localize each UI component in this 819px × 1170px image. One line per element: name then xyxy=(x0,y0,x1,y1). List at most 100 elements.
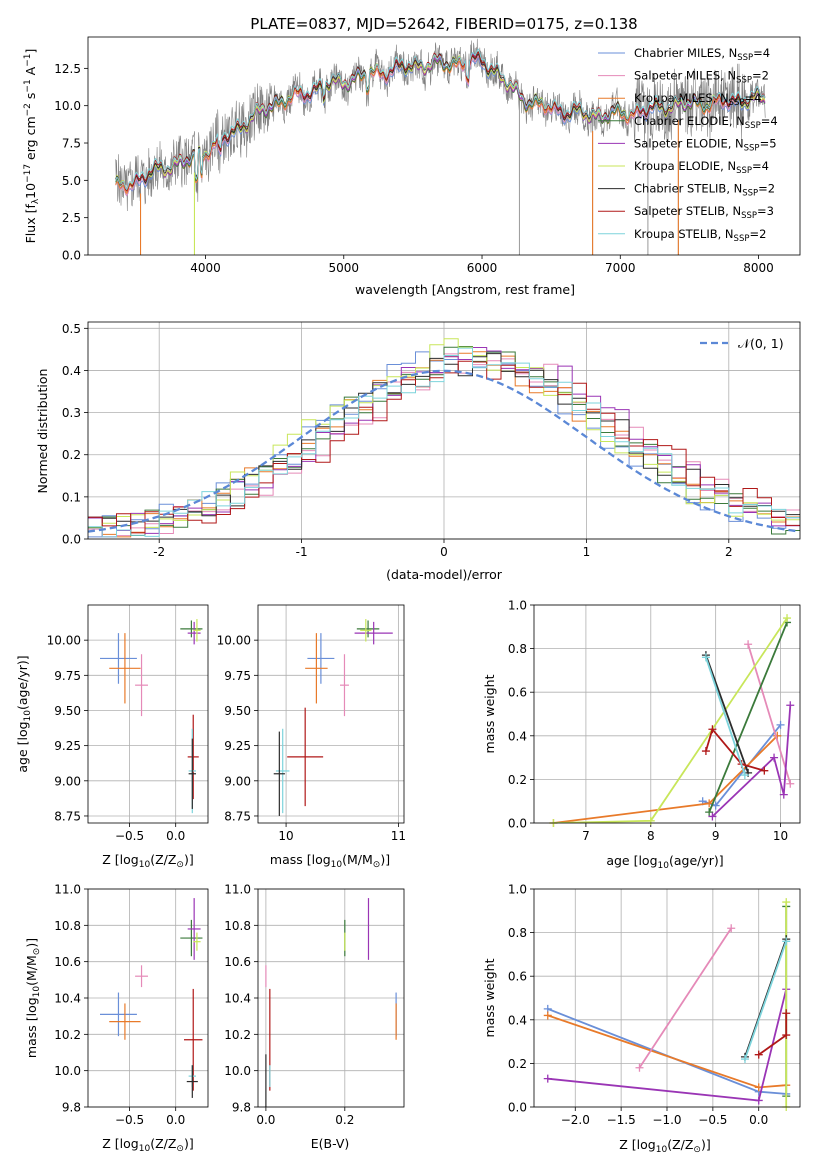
model-spectrum-line xyxy=(115,52,766,192)
model-spectrum-line xyxy=(115,48,766,191)
y-tick-label: 0.0 xyxy=(62,533,81,547)
mass-weight-line xyxy=(711,705,792,818)
x-tick-label: 2 xyxy=(725,545,733,559)
x-tick-label: −0.5 xyxy=(115,1113,144,1127)
histogram-step-line xyxy=(88,338,800,528)
y-tick-label: 0.5 xyxy=(62,322,81,336)
y-tick-label: 9.25 xyxy=(224,739,251,753)
massweight-vs-Z-panel: Z [log10(Z/Z⊙)] mass weight −2.0 −1.5 −1.0… xyxy=(482,883,801,1155)
x-tick-label: 11 xyxy=(391,829,406,843)
y-tick-label: 0.6 xyxy=(508,970,527,984)
massweight-vs-age-xlabel: age [log10(age/yr)] xyxy=(606,853,723,871)
y-tick-label: 9.50 xyxy=(54,704,81,718)
mass-weight-marker xyxy=(705,808,714,817)
legend-label: Kroupa ELODIE, NSSP=4 xyxy=(634,159,769,176)
legend-label: Chabrier ELODIE, NSSP=4 xyxy=(634,114,778,131)
legend-label: Salpeter MILES, NSSP=2 xyxy=(634,69,769,86)
spectrum-xlabel: wavelength [Angstrom, rest frame] xyxy=(355,282,575,297)
mass-weight-marker xyxy=(779,790,788,799)
y-tick-label: 11.0 xyxy=(54,883,81,897)
y-tick-label: 9.75 xyxy=(224,669,251,683)
y-tick-label: 0.2 xyxy=(508,1057,527,1071)
mass-vs-Z-xlabel: Z [log10(Z/Z⊙)] xyxy=(102,1136,193,1154)
y-tick-label: 9.75 xyxy=(54,669,81,683)
mass-weight-marker xyxy=(782,898,791,907)
y-tick-label: 0.3 xyxy=(62,406,81,420)
mass-weight-marker xyxy=(760,766,769,775)
y-tick-label: 1.0 xyxy=(508,883,527,897)
y-tick-label: 11.0 xyxy=(224,883,251,897)
histogram-step-line xyxy=(88,347,800,538)
y-tick-label: 0.0 xyxy=(62,249,81,263)
y-tick-label: 8.75 xyxy=(224,809,251,823)
y-tick-label: 10.2 xyxy=(54,1028,81,1042)
legend-label: Chabrier MILES, NSSP=4 xyxy=(634,46,770,63)
y-tick-label: 9.25 xyxy=(54,739,81,753)
mass-weight-line xyxy=(638,927,732,1069)
y-tick-label: 9.8 xyxy=(232,1101,251,1115)
mass-weight-line xyxy=(705,654,749,774)
y-tick-label: 0.2 xyxy=(62,448,81,462)
mass-weight-line xyxy=(705,727,765,772)
x-tick-label: 0.0 xyxy=(166,1113,185,1127)
mass-weight-marker xyxy=(711,801,720,810)
x-tick-label: 0.0 xyxy=(256,1113,275,1127)
mass-vs-Z-panel: Z [log10(Z/Z⊙)] mass [log10(M/M⊙)] −0.5 0… xyxy=(24,883,209,1154)
massweight-vs-age-panel: age [log10(age/yr)] mass weight 7 8 9 10 0.0… xyxy=(482,599,801,871)
mass-weight-line xyxy=(705,657,746,776)
mass-vs-Z-ylabel: mass [log10(M/M⊙)] xyxy=(24,938,42,1058)
mass-weight-marker xyxy=(786,779,795,788)
mass-weight-marker xyxy=(770,753,779,762)
x-tick-label: 7000 xyxy=(605,261,636,275)
mass-weight-marker xyxy=(708,812,717,821)
mass-weight-marker xyxy=(646,816,655,825)
mass-weight-marker xyxy=(754,1096,763,1105)
y-tick-label: 0.4 xyxy=(508,1013,527,1027)
mass-weight-marker xyxy=(782,1009,791,1018)
x-tick-label: 0.0 xyxy=(166,829,185,843)
massweight-vs-Z-xlabel: Z [log10(Z/Z⊙)] xyxy=(619,1137,710,1155)
mass-weight-marker xyxy=(740,771,749,780)
x-tick-label: −2.0 xyxy=(561,1113,590,1127)
y-tick-label: 10.8 xyxy=(224,919,251,933)
legend-label: Salpeter ELODIE, NSSP=5 xyxy=(634,136,777,153)
y-tick-label: 0.0 xyxy=(508,817,527,831)
x-tick-label: -1 xyxy=(296,545,308,559)
legend-label: Chabrier STELIB, NSSP=2 xyxy=(634,182,775,199)
plot-frame xyxy=(87,604,209,824)
spectrum-ylabel: Flux [fλ10−17 erg cm−2 s−1 A−1] xyxy=(23,49,41,244)
y-tick-label: 0.4 xyxy=(62,364,81,378)
y-tick-label: 10.4 xyxy=(224,992,251,1006)
x-tick-label: 6000 xyxy=(467,261,498,275)
legend-label: Salpeter STELIB, NSSP=3 xyxy=(634,204,774,221)
x-tick-label: 0.0 xyxy=(749,1113,768,1127)
mass-weight-marker xyxy=(701,747,710,756)
x-tick-label: −1.5 xyxy=(607,1113,636,1127)
plot-frame xyxy=(533,888,801,1108)
y-tick-label: 9.00 xyxy=(54,774,81,788)
y-tick-label: 10.00 xyxy=(217,634,251,648)
plot-frame xyxy=(87,888,209,1108)
plot-frame xyxy=(257,604,405,824)
mass-vs-ebv-panel: E(B-V) 0.0 0.2 9.8 10.0 10.2 10.4 10.6 10.8 11.0 xyxy=(224,883,405,1151)
x-tick-label: 5000 xyxy=(328,261,359,275)
legend-label: 𝒩(0, 1) xyxy=(738,336,784,351)
y-tick-label: 9.00 xyxy=(224,774,251,788)
y-tick-label: 9.50 xyxy=(224,704,251,718)
residuals-panel: (data-model)/error Normed distribution -… xyxy=(35,321,801,582)
mass-weight-line xyxy=(744,941,788,1060)
y-tick-label: 0.6 xyxy=(508,686,527,700)
mass-weight-marker xyxy=(635,1063,644,1072)
plot-frame xyxy=(87,321,801,540)
mass-weight-marker xyxy=(782,1031,791,1040)
mass-weight-marker xyxy=(543,1011,552,1020)
figure-title: PLATE=0837, MJD=52642, FIBERID=0175, z=0… xyxy=(250,15,637,33)
model-spectrum-line xyxy=(115,56,766,197)
massweight-vs-age-ylabel: mass weight xyxy=(482,674,497,753)
mass-weight-marker xyxy=(543,1074,552,1083)
y-tick-label: 10.8 xyxy=(54,919,81,933)
age-vs-Z-ylabel: age [log10(age/yr)] xyxy=(15,655,33,772)
x-tick-label: −0.5 xyxy=(115,829,144,843)
mass-weight-marker xyxy=(754,1050,763,1059)
x-tick-label: 0 xyxy=(440,545,448,559)
